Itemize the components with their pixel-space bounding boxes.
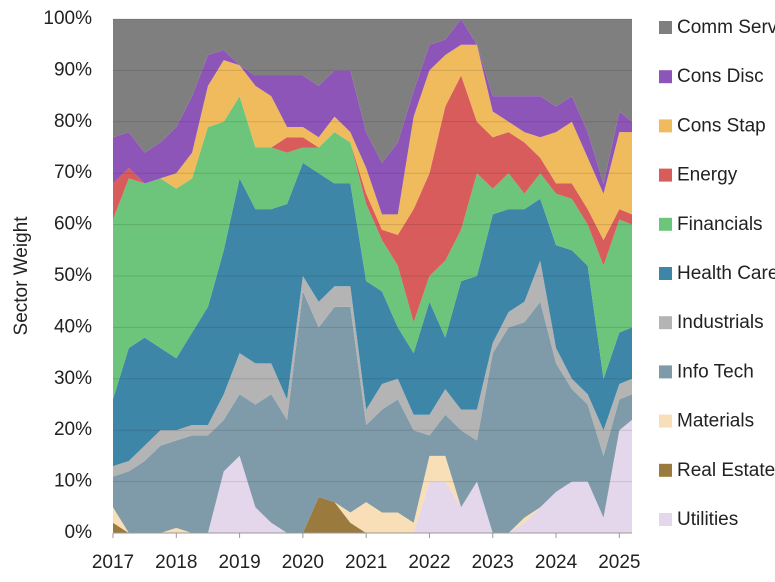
x-tick-label: 2020 [282, 552, 324, 573]
y-tick-label: 80% [54, 111, 92, 132]
legend-swatch [659, 316, 672, 330]
area [113, 75, 632, 323]
legend-swatch [659, 119, 672, 133]
y-tick-label: 0% [65, 522, 93, 543]
x-tick-label: 2024 [535, 552, 578, 573]
x-tick-label: 2021 [345, 552, 387, 573]
legend-swatch [659, 513, 672, 526]
legend-label: Info Tech [677, 361, 754, 382]
legend-swatch [659, 217, 672, 231]
x-tick-label: 2017 [92, 552, 134, 573]
area [113, 291, 632, 533]
area [113, 419, 632, 533]
y-tick-label: 70% [54, 162, 92, 183]
legend-label: Financials [677, 214, 763, 235]
area [113, 44, 632, 241]
legend-swatch [659, 168, 672, 182]
y-tick-label: 100% [43, 8, 92, 29]
y-tick-label: 30% [54, 368, 92, 389]
y-axis-label: Sector Weight [11, 216, 32, 336]
y-tick-label: 50% [54, 265, 92, 286]
x-tick-label: 2023 [472, 552, 514, 573]
area [113, 162, 632, 467]
legend-swatch [659, 70, 672, 84]
legend-swatch [659, 21, 672, 34]
area [113, 96, 632, 400]
area [113, 19, 632, 215]
legend-swatch [659, 365, 672, 379]
y-tick-label: 10% [54, 471, 92, 492]
x-tick-label: 2019 [218, 552, 260, 573]
legend-label: Real Estate [677, 460, 775, 481]
legend-label: Materials [677, 411, 754, 432]
legend-label: Utilities [677, 509, 738, 530]
x-tick-label: 2025 [598, 552, 640, 573]
legend-label: Industrials [677, 312, 764, 333]
legend-label: Health Care [677, 263, 775, 284]
x-tick-label: 2018 [155, 552, 197, 573]
legend-swatch [659, 414, 672, 428]
y-tick-label: 60% [54, 214, 92, 235]
legend-swatch [659, 463, 672, 477]
legend-label: Cons Stap [677, 115, 766, 136]
legend-label: Energy [677, 165, 738, 186]
y-tick-label: 20% [54, 419, 92, 440]
legend-label: Cons Disc [677, 66, 764, 87]
legend-label: Comm Serv [677, 17, 775, 38]
y-tick-label: 90% [54, 59, 92, 80]
area [113, 419, 632, 533]
x-tick-label: 2022 [408, 552, 450, 573]
y-tick-label: 40% [54, 316, 92, 337]
area [113, 19, 632, 184]
legend-swatch [659, 267, 672, 280]
